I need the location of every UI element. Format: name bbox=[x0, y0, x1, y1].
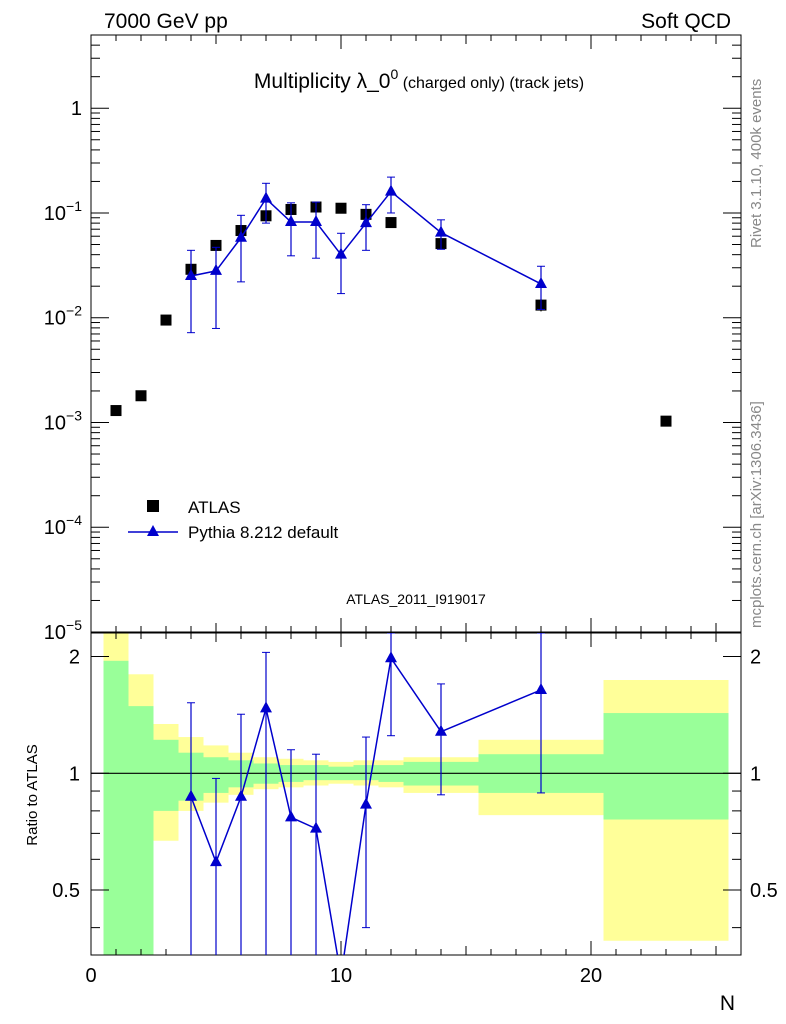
pythia-point bbox=[435, 225, 447, 237]
header-left: 7000 GeV pp bbox=[104, 10, 228, 33]
ratio-y-tick-label-right: 0.5 bbox=[750, 880, 778, 902]
x-tick-label: 10 bbox=[330, 965, 352, 987]
ratio-series-group bbox=[185, 633, 547, 955]
main-plot-frame bbox=[90, 34, 742, 633]
pythia-point bbox=[210, 263, 222, 275]
x-tick-label: 0 bbox=[85, 965, 96, 987]
legend: ATLAS Pythia 8.212 default bbox=[128, 498, 339, 542]
title-sub1: (charged only) bbox=[398, 75, 505, 92]
header-right: Soft QCD bbox=[641, 10, 731, 33]
legend-pythia-marker bbox=[147, 525, 159, 536]
mcplots-label: mcplots.cern.ch [arXiv:1306.3436] bbox=[748, 401, 765, 628]
atlas-point bbox=[135, 390, 147, 402]
ratio-band-inner bbox=[128, 706, 154, 955]
ratio-y-tick-label: 2 bbox=[69, 647, 80, 669]
pythia-point bbox=[535, 276, 547, 288]
x-tick-label: 20 bbox=[580, 965, 602, 987]
pythia-point bbox=[335, 247, 347, 259]
ratio-y-tick-label: 0.5 bbox=[52, 880, 80, 902]
pythia-point bbox=[385, 184, 397, 196]
ratio-point bbox=[385, 651, 397, 663]
reference-watermark: ATLAS_2011_I919017 bbox=[346, 591, 486, 607]
ratio-y-tick-label-right: 2 bbox=[750, 647, 761, 669]
atlas-point bbox=[210, 239, 222, 251]
x-axis-label: N bbox=[720, 992, 735, 1015]
main-y-tick-label: 10−4 bbox=[44, 512, 82, 539]
pythia-point bbox=[235, 230, 247, 242]
title-sup: 0 bbox=[390, 66, 398, 82]
ratio-y-axis-label: Ratio to ATLAS bbox=[24, 744, 41, 845]
ratio-point bbox=[260, 701, 272, 713]
pythia-point bbox=[360, 216, 372, 228]
ratio-y-tick-label: 1 bbox=[69, 763, 80, 785]
main-plot: 1 10−1 10−2 10−3 10−4 10−5 bbox=[44, 34, 742, 644]
main-y-tick-label: 10−3 bbox=[44, 407, 82, 434]
legend-pythia-label: Pythia 8.212 default bbox=[188, 523, 339, 542]
atlas-point bbox=[385, 217, 397, 229]
main-y-tick-label: 10−5 bbox=[44, 617, 82, 644]
main-y-tick-label: 10−2 bbox=[44, 303, 82, 330]
title-sub2: (track jets) bbox=[505, 75, 584, 92]
ratio-band-inner bbox=[103, 660, 129, 955]
ratio-y-tick-label-right: 1 bbox=[750, 763, 761, 785]
atlas-point bbox=[660, 415, 672, 427]
ratio-band-inner bbox=[603, 713, 729, 820]
ratio-point bbox=[210, 855, 222, 867]
main-y-tick-label: 1 bbox=[71, 98, 82, 120]
rivet-label: Rivet 3.1.10, 400k events bbox=[748, 79, 765, 248]
title-main: Multiplicity λ_0 bbox=[254, 70, 391, 93]
ratio-point bbox=[185, 789, 197, 801]
ratio-plot: 0 10 20 0.5 0.5 1 1 2 2 bbox=[52, 632, 778, 987]
main-plot-title: Multiplicity λ_00 (charged only) (track … bbox=[254, 66, 584, 93]
ratio-band-inner bbox=[153, 739, 179, 811]
legend-atlas-label: ATLAS bbox=[188, 498, 241, 517]
atlas-point bbox=[160, 314, 172, 326]
ratio-point bbox=[360, 797, 372, 809]
ratio-point bbox=[285, 810, 297, 822]
ratio-point bbox=[310, 821, 322, 833]
ratio-point bbox=[535, 682, 547, 694]
pythia-point bbox=[285, 215, 297, 227]
pythia-point bbox=[185, 269, 197, 281]
pythia-point bbox=[310, 215, 322, 227]
main-y-tick-label: 10−1 bbox=[44, 198, 82, 225]
atlas-point bbox=[110, 405, 122, 417]
ratio-point bbox=[235, 789, 247, 801]
ratio-point bbox=[435, 724, 447, 736]
pythia-point bbox=[260, 191, 272, 203]
legend-atlas-marker bbox=[147, 500, 159, 512]
atlas-point bbox=[335, 202, 347, 214]
